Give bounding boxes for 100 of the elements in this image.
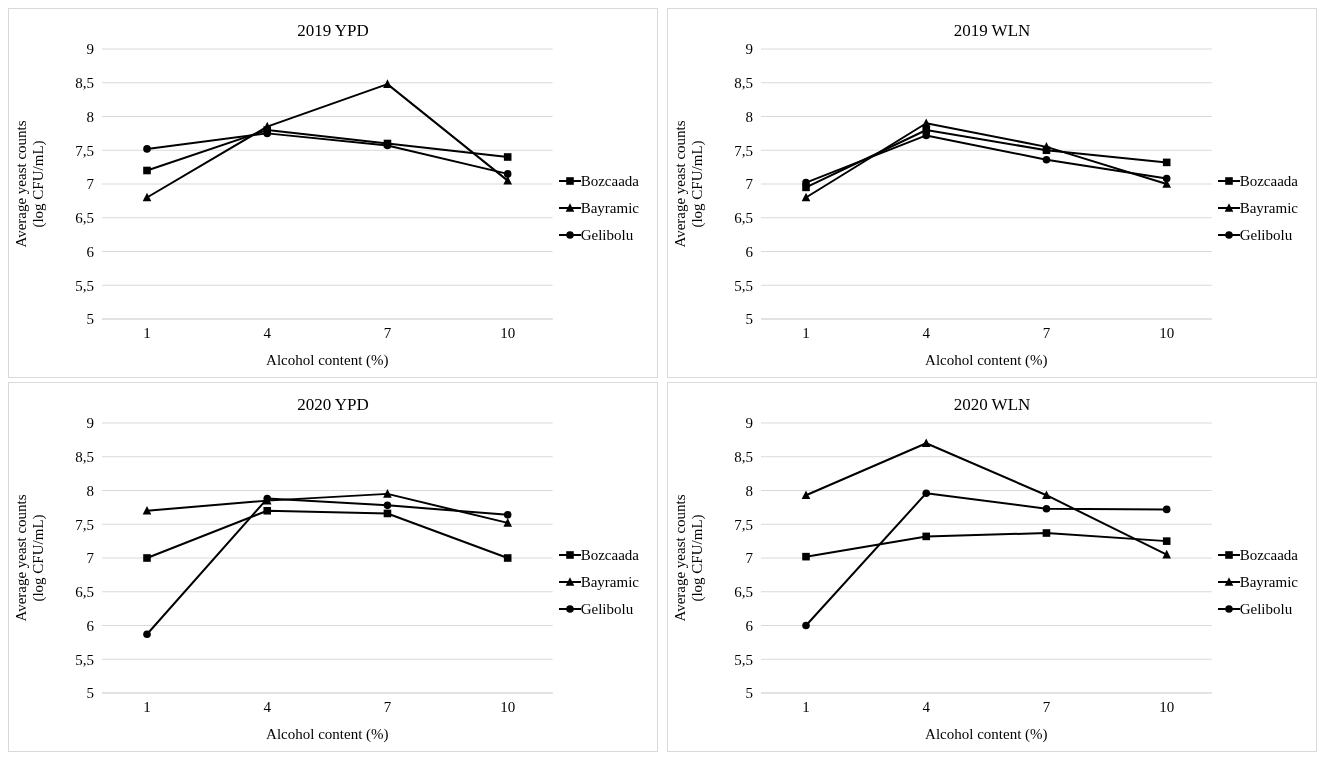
point xyxy=(262,121,272,131)
x-axis-title: Alcohol content (%) xyxy=(266,726,389,743)
x-tick-label: 1 xyxy=(143,698,151,715)
y-tick-label: 7 xyxy=(86,176,95,193)
legend-label: Bayramic xyxy=(1239,199,1298,217)
y-tick-label: 9 xyxy=(745,415,753,432)
x-tick-label: 4 xyxy=(263,698,272,715)
y-tick-label: 6,5 xyxy=(734,210,753,227)
y-tick-label: 8 xyxy=(745,482,753,499)
y-tick-label: 5,5 xyxy=(734,277,753,294)
point xyxy=(1042,490,1051,500)
y-tick-label: 6 xyxy=(745,617,754,634)
y-tick-label: 5 xyxy=(86,311,94,328)
x-tick-label: 10 xyxy=(1159,324,1175,341)
point xyxy=(921,118,931,128)
x-tick-label: 1 xyxy=(143,324,151,341)
point xyxy=(143,166,151,175)
x-axis-title: Alcohol content (%) xyxy=(266,352,389,369)
y-tick-label: 6,5 xyxy=(734,584,753,601)
point xyxy=(802,621,810,630)
point xyxy=(383,501,392,510)
point xyxy=(143,145,151,153)
y-tick-label: 7 xyxy=(86,550,95,567)
y-tick-label: 8,5 xyxy=(75,75,94,92)
point xyxy=(142,505,152,515)
y-tick-label: 5 xyxy=(86,685,94,702)
point xyxy=(1162,174,1171,183)
x-tick-label: 7 xyxy=(1042,324,1051,341)
y-tick-label: 7,5 xyxy=(734,142,753,159)
point xyxy=(383,489,392,498)
chart-title: 2020 WLN xyxy=(952,394,1032,416)
y-tick-label: 8 xyxy=(86,108,94,125)
legend-label: Gelibolu xyxy=(1239,600,1293,618)
point xyxy=(802,552,810,561)
legend-label: Bozcaada xyxy=(580,546,639,564)
legend-label: Bayramic xyxy=(580,573,639,591)
point xyxy=(922,532,931,541)
x-tick-label: 7 xyxy=(1042,698,1051,715)
x-tick-label: 7 xyxy=(383,324,392,341)
legend-label: Bozcaada xyxy=(1239,172,1298,190)
y-tick-label: 5,5 xyxy=(75,651,94,668)
y-tick-label: 9 xyxy=(86,415,94,432)
point xyxy=(1042,504,1051,513)
y-tick-label: 6 xyxy=(745,243,754,260)
y-tick-label: 7,5 xyxy=(75,516,94,533)
y-axis-title: Average yeast counts (log CFU/mL) xyxy=(13,120,47,248)
point xyxy=(801,490,811,500)
point xyxy=(922,489,931,497)
y-tick-label: 6 xyxy=(86,243,95,260)
x-tick-label: 10 xyxy=(1159,698,1175,715)
y-tick-label: 8 xyxy=(745,108,753,125)
x-tick-label: 10 xyxy=(500,324,516,341)
point xyxy=(143,630,151,639)
x-tick-label: 4 xyxy=(922,698,931,715)
y-axis-title: Average yeast counts (log CFU/mL) xyxy=(13,494,47,622)
chart-title: 2019 YPD xyxy=(296,20,370,42)
point xyxy=(503,518,512,527)
x-tick-label: 4 xyxy=(263,324,272,341)
point xyxy=(1162,505,1171,514)
point xyxy=(263,506,272,515)
x-tick-label: 1 xyxy=(802,698,810,715)
y-tick-label: 8 xyxy=(86,482,94,499)
x-axis-title: Alcohol content (%) xyxy=(925,352,1048,369)
chart-title: 2019 WLN xyxy=(952,20,1032,42)
point xyxy=(143,554,151,562)
x-axis-title: Alcohol content (%) xyxy=(925,726,1048,743)
y-tick-label: 7 xyxy=(745,550,754,567)
y-tick-label: 5,5 xyxy=(75,277,94,294)
point xyxy=(503,554,512,562)
point xyxy=(1042,529,1051,537)
point xyxy=(1162,549,1171,559)
y-tick-label: 8,5 xyxy=(734,449,753,466)
legend-label: Bayramic xyxy=(1239,573,1298,591)
y-tick-label: 8,5 xyxy=(734,75,753,92)
y-tick-label: 5,5 xyxy=(734,651,753,668)
y-tick-label: 6 xyxy=(86,617,95,634)
y-tick-label: 6,5 xyxy=(75,210,94,227)
y-tick-label: 9 xyxy=(745,41,753,58)
chart-title: 2020 YPD xyxy=(296,394,370,416)
y-tick-label: 7,5 xyxy=(75,142,94,159)
y-axis-title: Average yeast counts (log CFU/mL) xyxy=(672,120,706,248)
legend-label: Gelibolu xyxy=(580,600,634,618)
legend-label: Bozcaada xyxy=(1239,546,1298,564)
point xyxy=(921,438,931,448)
point xyxy=(383,79,392,88)
x-tick-label: 1 xyxy=(802,324,810,341)
point xyxy=(503,153,512,161)
legend-label: Gelibolu xyxy=(580,226,634,244)
x-tick-label: 10 xyxy=(500,698,516,715)
legend-label: Gelibolu xyxy=(1239,226,1293,244)
y-tick-label: 8,5 xyxy=(75,449,94,466)
point xyxy=(1042,155,1051,164)
y-tick-label: 9 xyxy=(86,41,94,58)
y-tick-label: 5 xyxy=(745,311,753,328)
point xyxy=(1042,142,1051,151)
x-tick-label: 7 xyxy=(383,698,392,715)
x-tick-label: 4 xyxy=(922,324,931,341)
y-tick-label: 7 xyxy=(745,176,754,193)
point xyxy=(503,511,512,519)
point xyxy=(503,170,512,178)
